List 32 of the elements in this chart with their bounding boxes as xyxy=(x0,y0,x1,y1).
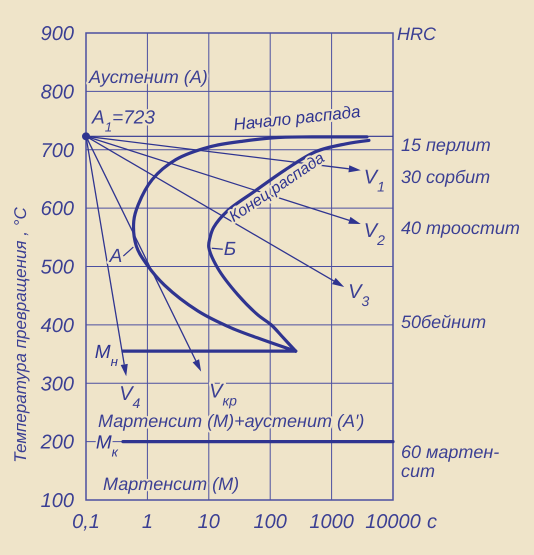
y-tick-label: 800 xyxy=(40,81,74,104)
text: 15 перлит xyxy=(401,135,491,155)
annotation: V$_{1}$ xyxy=(364,166,385,194)
x-tick-label: 1 xyxy=(142,511,153,533)
x-tick-label: 100 xyxy=(254,511,287,533)
text: 40 троостит xyxy=(401,218,520,238)
y-axis-title: Температура превращения , °С xyxy=(11,206,30,463)
x-tick-label: 10 xyxy=(198,511,220,533)
y-tick-label: 200 xyxy=(40,432,74,454)
text: 50бейнит xyxy=(401,312,486,332)
x-axis-title: с xyxy=(427,511,437,533)
y-tick-label: 900 xyxy=(40,23,74,45)
y-tick-label: 300 xyxy=(40,373,74,396)
y-tick-label: 400 xyxy=(40,314,74,337)
text: 30 сорбит xyxy=(401,167,490,187)
annotation: V$_{3}$ xyxy=(348,281,370,310)
y-tick-label: 100 xyxy=(40,490,74,512)
annotation: Б xyxy=(224,239,236,260)
text: 60 мартен- сит xyxy=(401,442,500,481)
x-tick-label: 0,1 xyxy=(72,511,100,533)
series-label: М$_{н}$ xyxy=(94,342,119,369)
y-tick-label: 700 xyxy=(40,140,74,162)
y-tick-label: 500 xyxy=(40,256,74,278)
x-tick-label: 10000 xyxy=(365,511,421,533)
annotation: V$_{4}$ xyxy=(119,383,141,412)
annotation: V$_{кр}$ xyxy=(209,380,238,409)
annotation: V$_{2}$ xyxy=(364,220,386,248)
text: HRC xyxy=(397,24,437,44)
x-tick-label: 1000 xyxy=(309,511,354,533)
annotation: А xyxy=(108,246,122,268)
text: Начало распада xyxy=(232,102,362,134)
y-tick-label: 600 xyxy=(40,198,74,220)
